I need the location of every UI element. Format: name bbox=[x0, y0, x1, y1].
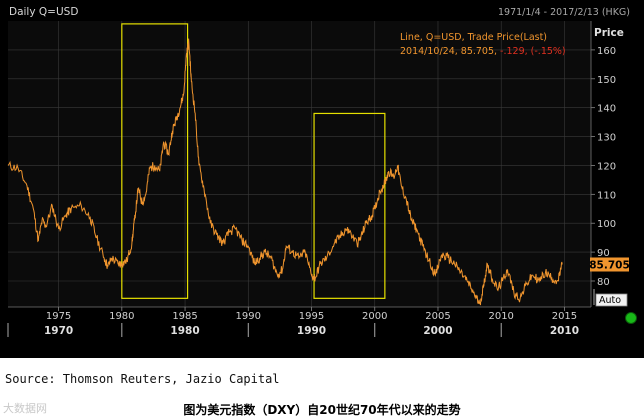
y-tick-label: 160 bbox=[597, 46, 616, 57]
x-decade-label: 2000 bbox=[423, 325, 452, 337]
auto-button[interactable] bbox=[595, 293, 628, 307]
x-decade-label: 1990 bbox=[297, 325, 326, 337]
source-caption: Source: Thomson Reuters, Jazio Capital bbox=[5, 372, 280, 386]
auto-button-label: Auto bbox=[599, 295, 621, 306]
x-axis: 1975 1980 1985 1990 1995 2000 2005 2010 2015 1970… bbox=[7, 21, 592, 337]
y-tick-label: 140 bbox=[597, 104, 616, 115]
highlight-boxes bbox=[121, 23, 386, 299]
legend-line: Line, Q=USD, Trade Price(Last) bbox=[400, 32, 547, 43]
plot-area bbox=[8, 21, 591, 307]
x-tick-label: 1980 bbox=[109, 311, 134, 322]
date-range: 1971/1/4 - 2017/2/13 (HKG) bbox=[498, 7, 630, 18]
legend-change: -.129, (-.15%) bbox=[500, 46, 566, 57]
x-decade-label: 1970 bbox=[44, 325, 73, 337]
y-tick-label: 80 bbox=[597, 277, 610, 288]
y-tick-label: 110 bbox=[597, 190, 616, 201]
y-tick-label: 120 bbox=[597, 161, 616, 172]
y-axis: 80 90 100 110 120 130 140 150 160 bbox=[591, 46, 616, 288]
x-tick-label: 2010 bbox=[488, 311, 513, 322]
x-tick-label: 2005 bbox=[425, 311, 450, 322]
legend-value: 85.705, bbox=[461, 46, 497, 57]
y-tick-label: 130 bbox=[597, 133, 616, 144]
last-value-tag: 85.705 bbox=[589, 257, 630, 272]
y-tick-label: 150 bbox=[597, 75, 616, 86]
last-value-label: 85.705 bbox=[589, 260, 630, 272]
highlight-box bbox=[313, 112, 386, 299]
watermark-text: 大数据网 bbox=[3, 402, 47, 415]
y-tick-label: 90 bbox=[597, 248, 610, 259]
x-tick-label: 1985 bbox=[172, 311, 197, 322]
x-tick-label: 2015 bbox=[552, 311, 577, 322]
legend-date: 2014/10/24, bbox=[400, 46, 458, 57]
x-tick-label: 1995 bbox=[299, 311, 324, 322]
figure-caption: 图为美元指数（DXY）自20世纪70年代以来的走势 bbox=[183, 403, 461, 417]
legend-values: 2014/10/24, 85.705, -.129, (-.15%) bbox=[400, 46, 566, 57]
chart-title: Daily Q=USD bbox=[9, 6, 78, 18]
series-line bbox=[7, 38, 563, 306]
last-value-background bbox=[590, 257, 629, 272]
highlight-box bbox=[121, 23, 189, 299]
y-tick-label: 100 bbox=[597, 219, 616, 230]
status-indicator-icon bbox=[625, 312, 637, 324]
x-decade-label: 2010 bbox=[550, 325, 579, 337]
y-axis-label: Price bbox=[594, 27, 624, 39]
x-decade-label: 1980 bbox=[170, 325, 199, 337]
x-tick-label: 2000 bbox=[362, 311, 387, 322]
x-tick-label: 1975 bbox=[46, 311, 71, 322]
x-tick-label: 1990 bbox=[236, 311, 261, 322]
